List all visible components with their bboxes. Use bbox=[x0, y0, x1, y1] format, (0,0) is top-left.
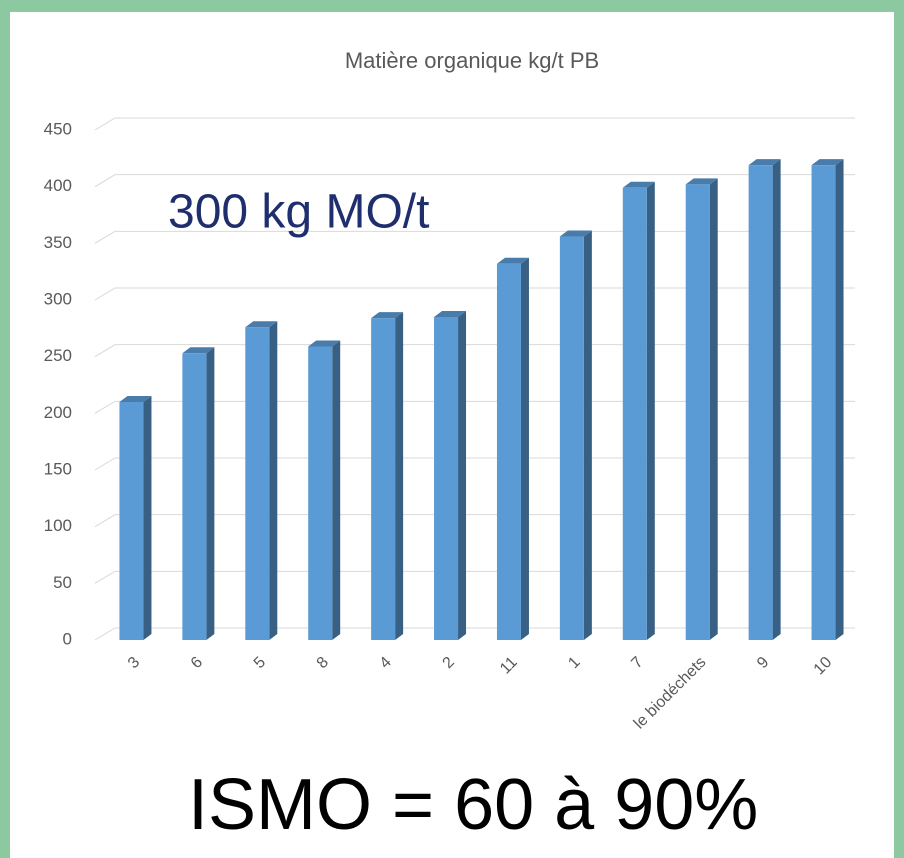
bar-side bbox=[835, 159, 844, 640]
y-tick-label: 300 bbox=[44, 289, 72, 308]
bar bbox=[559, 230, 592, 641]
grid-line bbox=[94, 174, 855, 188]
bar-top bbox=[119, 396, 152, 402]
bar bbox=[622, 181, 655, 641]
bar-top bbox=[371, 312, 404, 319]
bar-front bbox=[685, 184, 710, 640]
bar-front bbox=[559, 236, 584, 641]
bar-side bbox=[143, 396, 152, 640]
chart-title: Matière organique kg/t PB bbox=[345, 48, 599, 73]
bar-side bbox=[269, 321, 278, 640]
y-tick-label: 0 bbox=[63, 629, 72, 648]
bar bbox=[496, 257, 529, 640]
grid-line bbox=[94, 627, 855, 641]
y-tick-label: 400 bbox=[44, 176, 72, 195]
y-tick-label: 200 bbox=[44, 403, 72, 422]
bar-top bbox=[811, 159, 844, 166]
grid-line bbox=[94, 400, 855, 414]
bar-front bbox=[434, 317, 459, 640]
bar-top bbox=[496, 257, 529, 264]
grid-line bbox=[94, 457, 855, 471]
bar bbox=[371, 312, 404, 640]
bar bbox=[245, 321, 278, 640]
bar-top bbox=[245, 321, 278, 328]
bar bbox=[308, 340, 341, 640]
bar-front bbox=[748, 165, 773, 640]
bar-front bbox=[245, 327, 270, 640]
bar-side bbox=[520, 257, 529, 640]
bar bbox=[811, 159, 844, 640]
bar-top bbox=[182, 347, 215, 354]
grid-line bbox=[94, 570, 855, 584]
bar-side bbox=[646, 181, 655, 641]
bar-top bbox=[622, 181, 655, 188]
grid-line bbox=[94, 514, 855, 528]
bar-front bbox=[496, 263, 521, 640]
bar-side bbox=[332, 340, 341, 640]
bar bbox=[119, 396, 152, 640]
annotation: 300 kg MO/t bbox=[168, 186, 429, 239]
grid-line bbox=[94, 230, 855, 244]
bar-side bbox=[206, 347, 215, 640]
bar-top bbox=[559, 230, 592, 237]
annotation: ISMO = 60 à 90% bbox=[188, 765, 758, 845]
bar-front bbox=[622, 187, 647, 641]
bar bbox=[685, 178, 718, 640]
bar-front bbox=[371, 318, 396, 640]
grid-line bbox=[94, 344, 855, 358]
bar bbox=[748, 159, 781, 640]
bar-top bbox=[308, 340, 341, 347]
bar-side bbox=[458, 311, 467, 640]
grid-line bbox=[94, 287, 855, 301]
grid-line bbox=[94, 117, 855, 131]
y-tick-label: 250 bbox=[44, 346, 72, 365]
y-tick-label: 100 bbox=[44, 516, 72, 535]
bar-front bbox=[308, 346, 333, 640]
bar-top bbox=[748, 159, 781, 166]
bar-side bbox=[709, 178, 718, 640]
bar-side bbox=[583, 230, 592, 641]
bar-side bbox=[395, 312, 404, 640]
y-tick-label: 150 bbox=[44, 459, 72, 478]
bar-front bbox=[811, 165, 836, 640]
bar bbox=[182, 347, 215, 640]
y-tick-label: 50 bbox=[53, 573, 72, 592]
bar-top bbox=[685, 178, 718, 185]
bar-front bbox=[182, 353, 207, 640]
y-tick-label: 350 bbox=[44, 233, 72, 252]
bar-top bbox=[434, 311, 467, 317]
bar-side bbox=[772, 159, 781, 640]
y-tick-label: 450 bbox=[44, 119, 72, 138]
bar bbox=[434, 311, 467, 640]
bar-front bbox=[119, 402, 144, 640]
